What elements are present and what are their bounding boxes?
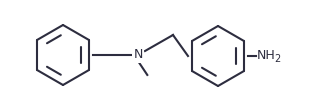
Text: 2: 2 [274, 54, 280, 64]
Text: NH: NH [257, 49, 276, 62]
Text: N: N [133, 49, 143, 61]
